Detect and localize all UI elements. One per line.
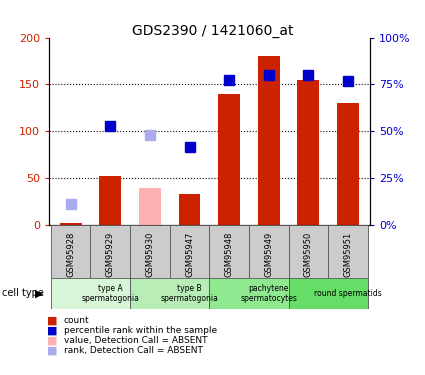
Text: ■: ■ [47,316,57,326]
Text: GSM95950: GSM95950 [304,231,313,276]
Bar [289,278,368,309]
Bar [289,225,328,278]
Bar [130,278,210,309]
Text: ▶: ▶ [35,288,43,298]
Text: type A
spermatogonia: type A spermatogonia [81,284,139,303]
Text: GSM95929: GSM95929 [106,231,115,276]
Text: pachytene
spermatocytes: pachytene spermatocytes [240,284,297,303]
Bar [60,223,82,225]
Text: rank, Detection Call = ABSENT: rank, Detection Call = ABSENT [64,346,203,355]
Bar [130,225,170,278]
Text: round spermatids: round spermatids [314,289,382,298]
Text: type B
spermatogonia: type B spermatogonia [161,284,218,303]
Text: count: count [64,316,89,325]
Text: GSM95930: GSM95930 [145,231,154,277]
Bar [258,56,280,225]
Text: value, Detection Call = ABSENT: value, Detection Call = ABSENT [64,336,207,345]
Bar [51,225,91,278]
Bar [210,278,289,309]
Text: GSM95949: GSM95949 [264,231,273,276]
Bar [99,176,121,225]
Bar [337,103,359,225]
Bar [328,225,368,278]
Text: GSM95951: GSM95951 [343,231,352,276]
Text: ■: ■ [47,336,57,346]
Bar [178,194,201,225]
Text: GSM95947: GSM95947 [185,231,194,277]
Bar [249,225,289,278]
Bar [91,225,130,278]
Text: ■: ■ [47,346,57,356]
Text: GSM95948: GSM95948 [225,231,234,277]
Bar [218,94,240,225]
Text: percentile rank within the sample: percentile rank within the sample [64,326,217,335]
Bar [139,188,161,225]
Text: cell type: cell type [2,288,44,298]
Bar [210,225,249,278]
Bar [51,278,130,309]
Text: ■: ■ [47,326,57,336]
Bar [298,80,319,225]
Text: GSM95928: GSM95928 [66,231,75,277]
Text: GDS2390 / 1421060_at: GDS2390 / 1421060_at [132,24,293,38]
Bar [170,225,210,278]
